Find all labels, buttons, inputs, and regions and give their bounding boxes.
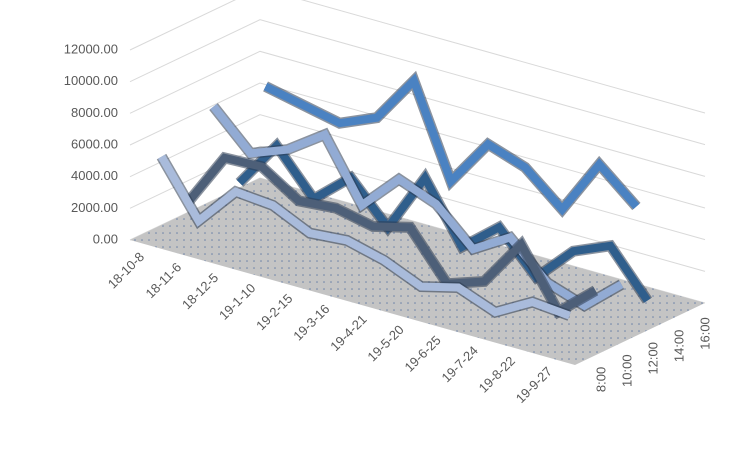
- y-tick-label: 10000.00: [64, 73, 118, 88]
- depth-tick-label: 8:00: [593, 367, 608, 392]
- series-line: [158, 154, 571, 320]
- x-tick-label: 19-7-24: [439, 343, 481, 385]
- grid-line: [129, 19, 706, 146]
- series-line: [263, 73, 640, 216]
- x-tick-label: 18-10-8: [105, 249, 147, 291]
- x-tick-label: 18-12-5: [179, 270, 221, 312]
- depth-tick-label: 16:00: [697, 317, 712, 350]
- x-tick-label: 19-2-15: [253, 291, 295, 333]
- x-tick-label: 19-5-20: [364, 322, 406, 364]
- y-tick-label: 6000.00: [71, 136, 118, 151]
- x-tick-label: 19-1-10: [216, 280, 258, 322]
- grid-line: [129, 82, 706, 209]
- y-tick-label: 4000.00: [71, 168, 118, 183]
- x-tick-label: 19-9-27: [513, 364, 555, 406]
- x-tick-label: 19-4-21: [327, 312, 369, 354]
- series-line: [210, 104, 624, 311]
- depth-tick-label: 14:00: [671, 330, 686, 363]
- y-tick-label: 8000.00: [71, 105, 118, 120]
- y-tick-label: 0.00: [93, 231, 118, 246]
- x-tick-label: 19-3-16: [290, 301, 332, 343]
- series-line: [184, 153, 598, 318]
- x-tick-label: 19-6-25: [401, 332, 443, 374]
- y-tick-label: 12000.00: [64, 41, 118, 56]
- x-tick-label: 18-11-6: [143, 260, 185, 302]
- depth-tick-label: 10:00: [619, 354, 634, 387]
- x-tick-label: 19-8-22: [476, 353, 518, 395]
- y-tick-label: 2000.00: [71, 200, 118, 215]
- depth-tick-label: 12:00: [645, 342, 660, 375]
- grid-line: [129, 0, 706, 114]
- grid-line: [129, 50, 706, 177]
